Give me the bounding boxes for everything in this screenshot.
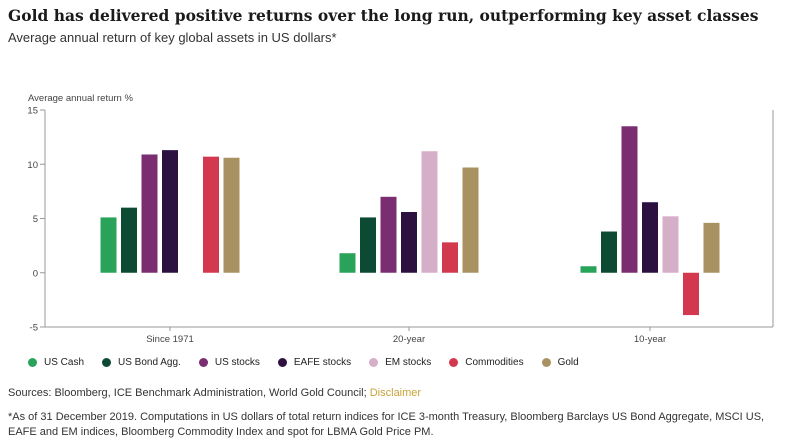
chart-title: Gold has delivered positive returns over…: [8, 6, 759, 25]
legend-label: US stocks: [214, 357, 260, 368]
footnote: *As of 31 December 2019. Computations in…: [8, 410, 794, 440]
legend-swatch: [198, 358, 208, 367]
chart-subtitle: Average annual return of key global asse…: [8, 30, 337, 45]
footnote-line-1: *As of 31 December 2019. Computations in…: [8, 411, 765, 423]
legend-item: Gold: [541, 357, 579, 368]
legend-swatch: [277, 358, 287, 367]
bar-us-cash-2: [580, 266, 597, 273]
bar-em-stocks-1: [421, 151, 438, 273]
legend-label: Commodities: [465, 357, 524, 368]
bar-us-stocks-1: [380, 196, 397, 273]
bar-gold-0: [223, 157, 240, 273]
legend-swatch: [102, 358, 112, 367]
y-tick-label: 15: [27, 106, 38, 117]
sources-text: Sources: Bloomberg, ICE Benchmark Admini…: [8, 387, 370, 399]
bar-us-bond-agg-2: [601, 231, 617, 273]
legend-item: EM stocks: [369, 357, 431, 368]
bar-us-stocks-2: [621, 126, 638, 273]
bar-us-stocks-0: [141, 154, 158, 273]
legend-item: US Cash: [28, 357, 84, 368]
legend-item: Commodities: [449, 357, 524, 368]
legend-label: EM stocks: [385, 357, 432, 368]
bar-em-stocks-2: [662, 216, 679, 273]
bar-gold-1: [462, 167, 479, 273]
chart-legend: US Cash US Bond Agg. US stocks EAFE stocks E…: [28, 357, 597, 368]
bar-commodities-1: [442, 242, 458, 273]
bar-gold-2: [703, 222, 720, 273]
legend-label: US Bond Agg.: [118, 357, 181, 368]
y-tick-label: 0: [33, 268, 38, 279]
legend-swatch: [541, 358, 551, 367]
disclaimer-link[interactable]: Disclaimer: [369, 387, 422, 399]
legend-item: US Bond Agg.: [102, 357, 181, 368]
x-tick-label: Since 1971: [146, 334, 194, 345]
legend-label: US Cash: [44, 357, 85, 368]
bar-commodities-0: [203, 156, 219, 273]
legend-label: Gold: [557, 357, 579, 368]
bar-eafe-stocks-0: [162, 150, 178, 273]
legend-swatch: [369, 358, 379, 367]
legend-item: EAFE stocks: [277, 357, 352, 368]
bar-commodities-2: [683, 272, 699, 316]
bar-us-cash-1: [339, 253, 356, 273]
y-tick-label: 10: [27, 160, 38, 171]
bar-us-bond-agg-0: [121, 207, 137, 273]
x-tick-label: 20-year: [393, 334, 425, 345]
legend-swatch: [28, 358, 37, 367]
footnote-line-2: EAFE and EM indices, Bloomberg Commodity…: [8, 426, 434, 438]
y-tick-label: 5: [33, 214, 38, 225]
legend-item: US stocks: [198, 357, 260, 368]
bar-us-cash-0: [100, 217, 117, 273]
sources-line: Sources: Bloomberg, ICE Benchmark Admini…: [8, 387, 421, 399]
legend-swatch: [449, 358, 459, 367]
bar-chart: Average annual return % -5 0 5 10 15 Since 1…: [27, 93, 774, 345]
x-tick-label: 10-year: [634, 334, 666, 345]
y-axis-label: Average annual return %: [28, 93, 133, 104]
bar-eafe-stocks-2: [642, 202, 658, 273]
bar-us-bond-agg-1: [360, 217, 376, 273]
y-tick-label: -5: [30, 323, 38, 334]
bar-eafe-stocks-1: [401, 211, 417, 273]
legend-label: EAFE stocks: [293, 357, 352, 368]
